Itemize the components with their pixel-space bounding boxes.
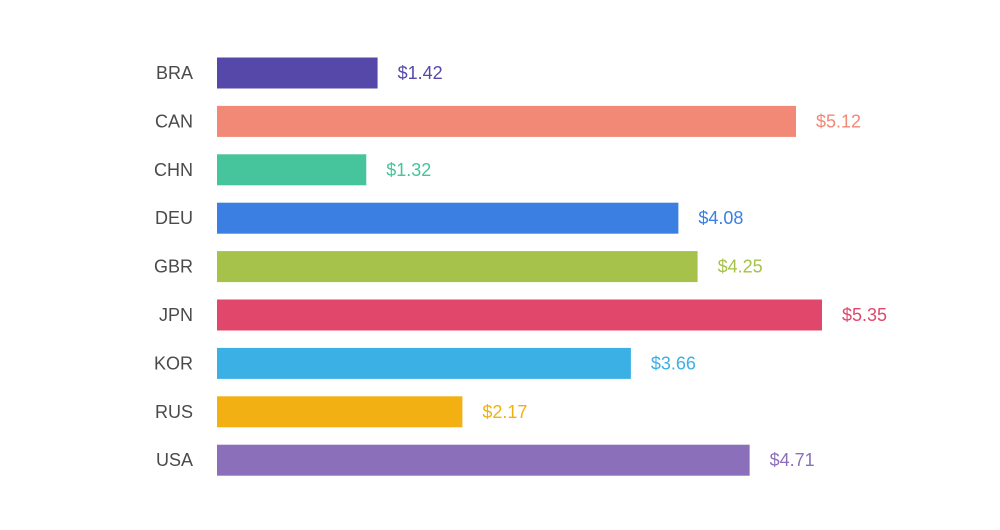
category-label-usa: USA [156, 450, 193, 470]
bar-gbr [217, 251, 698, 283]
bar-bra [217, 57, 378, 89]
value-label-rus: $2.17 [482, 402, 527, 422]
value-label-jpn: $5.35 [842, 305, 887, 325]
category-label-rus: RUS [155, 402, 193, 422]
bar-can [217, 105, 796, 137]
category-label-jpn: JPN [159, 305, 193, 325]
value-label-kor: $3.66 [651, 353, 696, 373]
bar-chn [217, 154, 367, 186]
category-label-kor: KOR [154, 353, 193, 373]
value-label-deu: $4.08 [698, 208, 743, 228]
category-label-chn: CHN [154, 160, 193, 180]
bar-jpn [217, 299, 822, 331]
category-label-bra: BRA [156, 63, 193, 83]
bar-usa [217, 444, 750, 476]
category-label-gbr: GBR [154, 257, 193, 277]
bar-kor [217, 347, 631, 379]
category-label-can: CAN [155, 111, 193, 131]
value-label-usa: $4.71 [770, 450, 815, 470]
value-label-chn: $1.32 [386, 160, 431, 180]
value-label-can: $5.12 [816, 111, 861, 131]
category-label-deu: DEU [155, 208, 193, 228]
value-label-bra: $1.42 [398, 63, 443, 83]
value-label-gbr: $4.25 [718, 257, 763, 277]
bar-deu [217, 202, 679, 234]
bar-rus [217, 396, 463, 428]
